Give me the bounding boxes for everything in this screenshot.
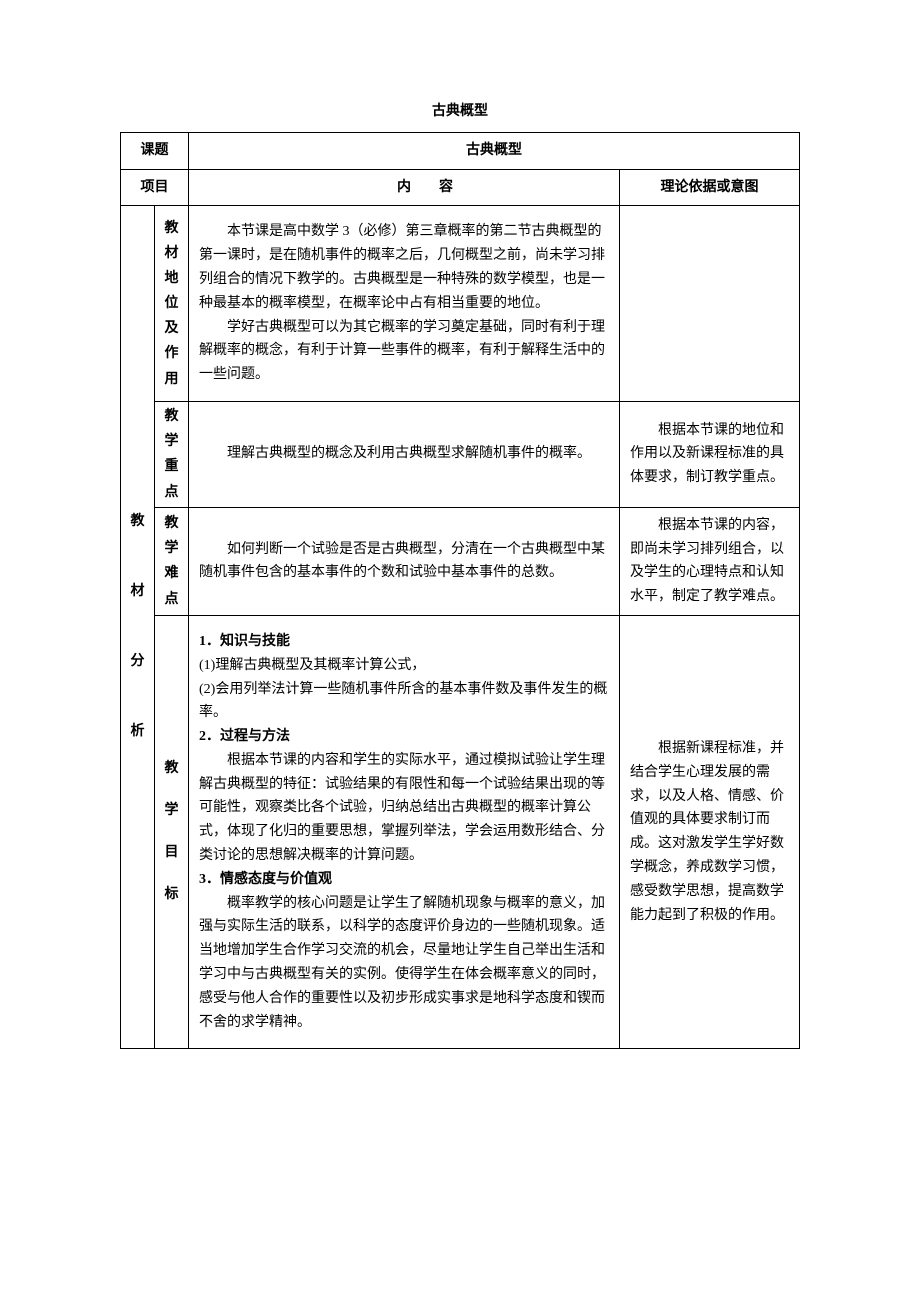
position-content: 本节课是高中数学 3（必修）第三章概率的第二节古典概型的第一课时，是在随机事件的… [189, 206, 620, 402]
keypoint-label: 教 学 重 点 [155, 401, 189, 507]
table-row: 项目 内容 理论依据或意图 [121, 169, 800, 206]
topic-value: 古典概型 [189, 132, 800, 169]
difficulty-p: 如何判断一个试验是否是古典概型，分清在一个古典概型中某随机事件包含的基本事件的个… [199, 538, 609, 586]
keypoint-content: 理解古典概型的概念及利用古典概型求解随机事件的概率。 [189, 401, 620, 507]
table-row: 教 学 目 标 1．知识与技能 (1)理解古典概型及其概率计算公式， (2)会用… [121, 615, 800, 1049]
table-row: 教 学 难 点 如何判断一个试验是否是古典概型，分清在一个古典概型中某随机事件包… [121, 507, 800, 615]
table-row: 课题 古典概型 [121, 132, 800, 169]
position-label: 教 材 地 位 及 作 用 [155, 206, 189, 402]
objectives-label: 教 学 目 标 [155, 615, 189, 1049]
position-rationale [620, 206, 800, 402]
obj-h3: 3．情感态度与价值观 [199, 868, 609, 892]
topic-label: 课题 [121, 132, 189, 169]
keypoint-p: 理解古典概型的概念及利用古典概型求解随机事件的概率。 [199, 442, 609, 466]
difficulty-rationale-p: 根据本节课的内容，即尚未学习排列组合，以及学生的心理特点和认知水平，制定了教学难… [630, 514, 789, 609]
rationale-header: 理论依据或意图 [620, 169, 800, 206]
obj-h1: 1．知识与技能 [199, 630, 609, 654]
difficulty-label: 教 学 难 点 [155, 507, 189, 615]
item-label: 项目 [121, 169, 189, 206]
difficulty-content: 如何判断一个试验是否是古典概型，分清在一个古典概型中某随机事件包含的基本事件的个… [189, 507, 620, 615]
obj-h1-p1: (1)理解古典概型及其概率计算公式， [199, 654, 609, 678]
obj-h3-p: 概率教学的核心问题是让学生了解随机现象与概率的意义，加强与实际生活的联系，以科学… [199, 892, 609, 1035]
obj-h1-p2: (2)会用列举法计算一些随机事件所含的基本事件数及事件发生的概率。 [199, 678, 609, 726]
objectives-rationale: 根据新课程标准，并结合学生心理发展的需求，以及人格、情感、价值观的具体要求制订而… [620, 615, 800, 1049]
obj-h2: 2．过程与方法 [199, 725, 609, 749]
position-p1: 本节课是高中数学 3（必修）第三章概率的第二节古典概型的第一课时，是在随机事件的… [199, 220, 609, 315]
lesson-plan-table: 课题 古典概型 项目 内容 理论依据或意图 教 材 分 析 [120, 132, 800, 1050]
keypoint-rationale-p: 根据本节课的地位和作用以及新课程标准的具体要求，制订教学重点。 [630, 419, 789, 490]
keypoint-rationale: 根据本节课的地位和作用以及新课程标准的具体要求，制订教学重点。 [620, 401, 800, 507]
difficulty-rationale: 根据本节课的内容，即尚未学习排列组合，以及学生的心理特点和认知水平，制定了教学难… [620, 507, 800, 615]
page-title: 古典概型 [120, 100, 800, 124]
obj-h2-p: 根据本节课的内容和学生的实际水平，通过模拟试验让学生理解古典概型的特征：试验结果… [199, 749, 609, 868]
objectives-content: 1．知识与技能 (1)理解古典概型及其概率计算公式， (2)会用列举法计算一些随… [189, 615, 620, 1049]
table-row: 教 材 分 析 教 材 地 位 及 作 用 本节课是高中数学 3（必修）第 [121, 206, 800, 402]
position-p2: 学好古典概型可以为其它概率的学习奠定基础，同时有利于理解概率的概念，有利于计算一… [199, 316, 609, 387]
table-row: 教 学 重 点 理解古典概型的概念及利用古典概型求解随机事件的概率。 根据本节课… [121, 401, 800, 507]
document-page: 古典概型 课题 古典概型 项目 内容 理论依据或意图 教 材 [0, 0, 920, 1302]
content-header: 内容 [189, 169, 620, 206]
outer-section-label: 教 材 分 析 [121, 206, 155, 1049]
content-header-text: 内容 [327, 180, 481, 195]
objectives-rationale-p: 根据新课程标准，并结合学生心理发展的需求，以及人格、情感、价值观的具体要求制订而… [630, 737, 789, 927]
